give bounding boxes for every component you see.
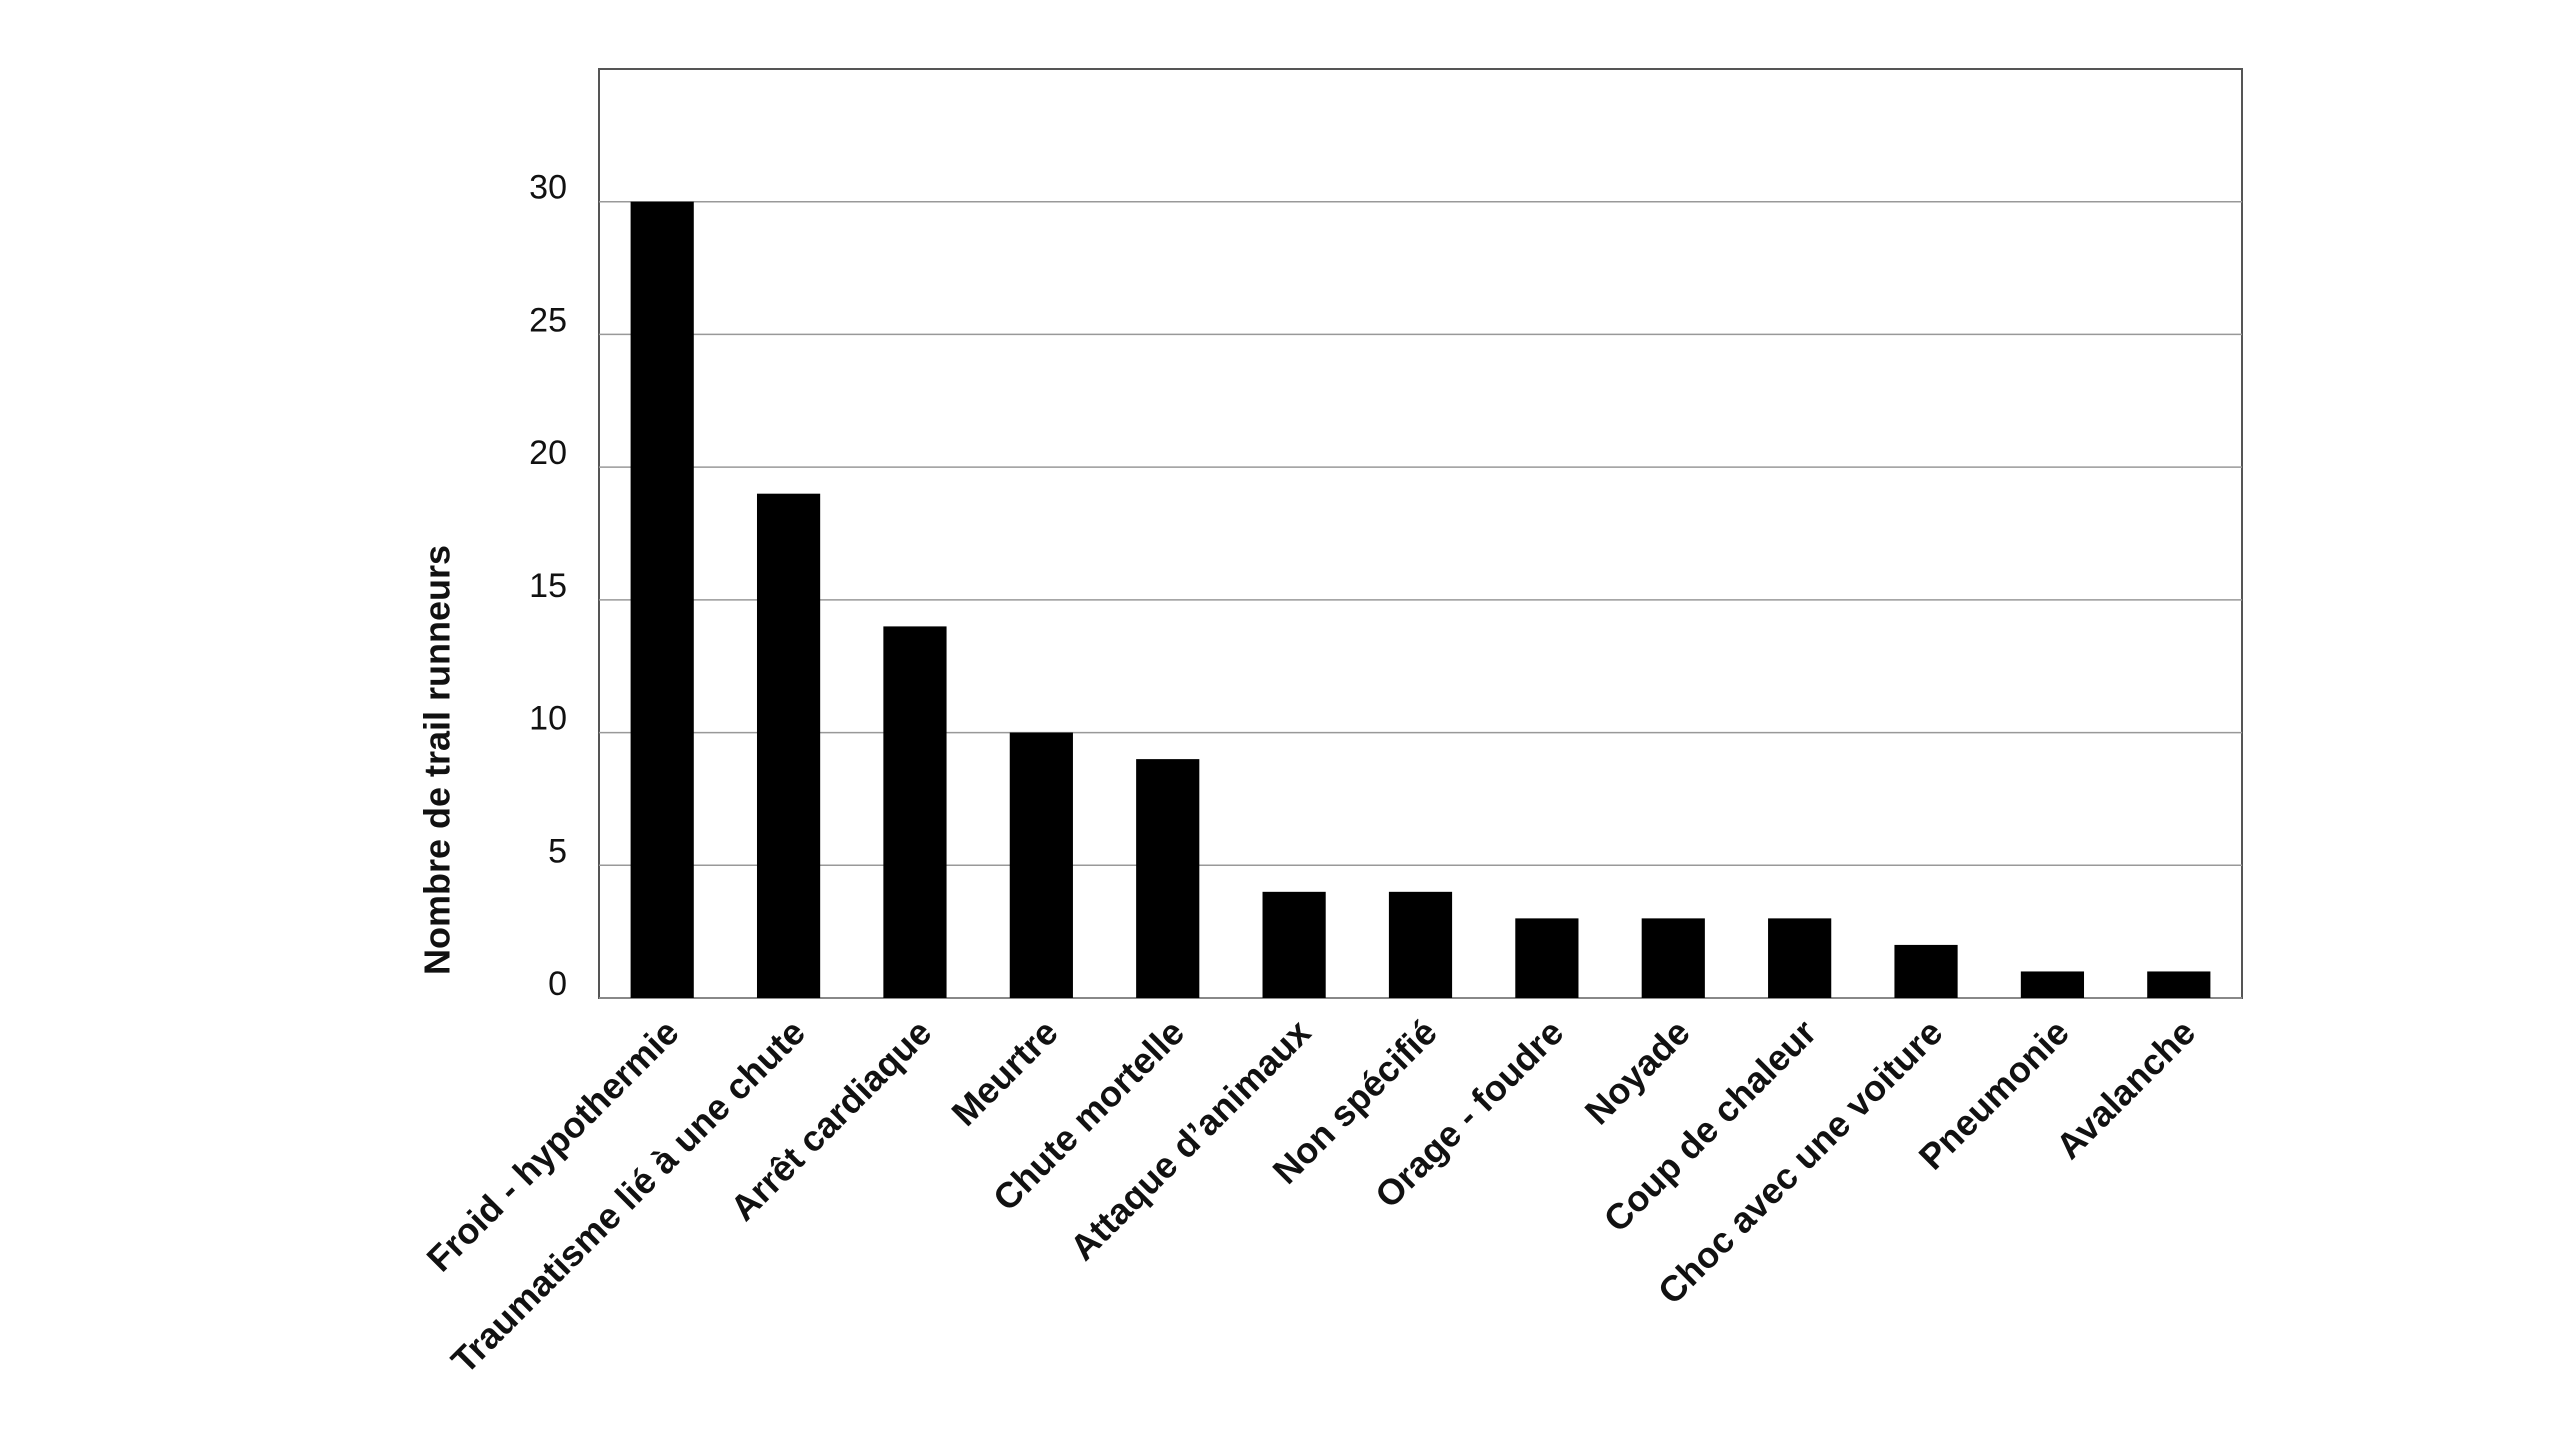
bar bbox=[883, 626, 947, 998]
bar bbox=[1768, 918, 1832, 998]
y-tick-label: 5 bbox=[548, 832, 567, 870]
y-tick-label: 0 bbox=[548, 965, 567, 1003]
bar bbox=[1262, 891, 1326, 998]
x-tick-label: Froid - hypothermie bbox=[419, 1011, 687, 1279]
x-tick-label: Attaque d’animaux bbox=[1062, 1011, 1319, 1268]
x-tick-label: Coup de chaleur bbox=[1596, 1011, 1824, 1239]
bar bbox=[1388, 891, 1453, 998]
bar bbox=[1009, 732, 1073, 998]
y-tick-label: 20 bbox=[529, 434, 567, 472]
bar bbox=[630, 201, 694, 998]
bar bbox=[1641, 918, 1705, 998]
bar bbox=[1515, 918, 1579, 998]
y-tick-label: 10 bbox=[529, 700, 567, 738]
y-axis-label: Nombre de trail runneurs bbox=[417, 545, 458, 975]
bar bbox=[1136, 759, 1200, 998]
bar bbox=[1894, 944, 1958, 998]
bar bbox=[2020, 971, 2085, 998]
x-tick-label: Meurtre bbox=[943, 1011, 1065, 1133]
bar bbox=[756, 493, 821, 998]
x-tick-label: Noyade bbox=[1577, 1011, 1698, 1132]
y-tick-label: 15 bbox=[529, 567, 567, 605]
bar bbox=[2147, 971, 2211, 998]
y-tick-label: 25 bbox=[529, 301, 567, 339]
y-tick-label: 30 bbox=[529, 169, 567, 207]
plot-frame bbox=[598, 68, 2243, 999]
